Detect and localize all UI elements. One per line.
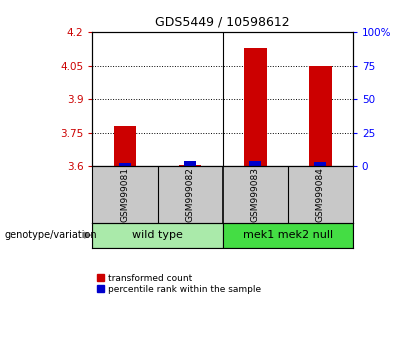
Bar — [113, 126, 136, 166]
Text: GSM999082: GSM999082 — [186, 167, 194, 222]
Bar — [184, 161, 196, 166]
Bar — [92, 223, 223, 248]
Text: genotype/variation: genotype/variation — [4, 230, 97, 240]
Text: GSM999081: GSM999081 — [121, 167, 129, 222]
Text: GSM999084: GSM999084 — [316, 167, 325, 222]
Bar — [223, 223, 353, 248]
Text: wild type: wild type — [132, 230, 183, 240]
Text: mek1 mek2 null: mek1 mek2 null — [243, 230, 333, 240]
Bar — [315, 162, 326, 166]
Bar — [309, 65, 332, 166]
Bar — [244, 47, 267, 166]
Bar — [119, 163, 131, 166]
Text: GDS5449 / 10598612: GDS5449 / 10598612 — [155, 16, 290, 29]
Bar — [249, 161, 261, 166]
Text: GSM999083: GSM999083 — [251, 167, 260, 222]
Legend: transformed count, percentile rank within the sample: transformed count, percentile rank withi… — [97, 274, 261, 294]
Bar — [178, 165, 202, 166]
